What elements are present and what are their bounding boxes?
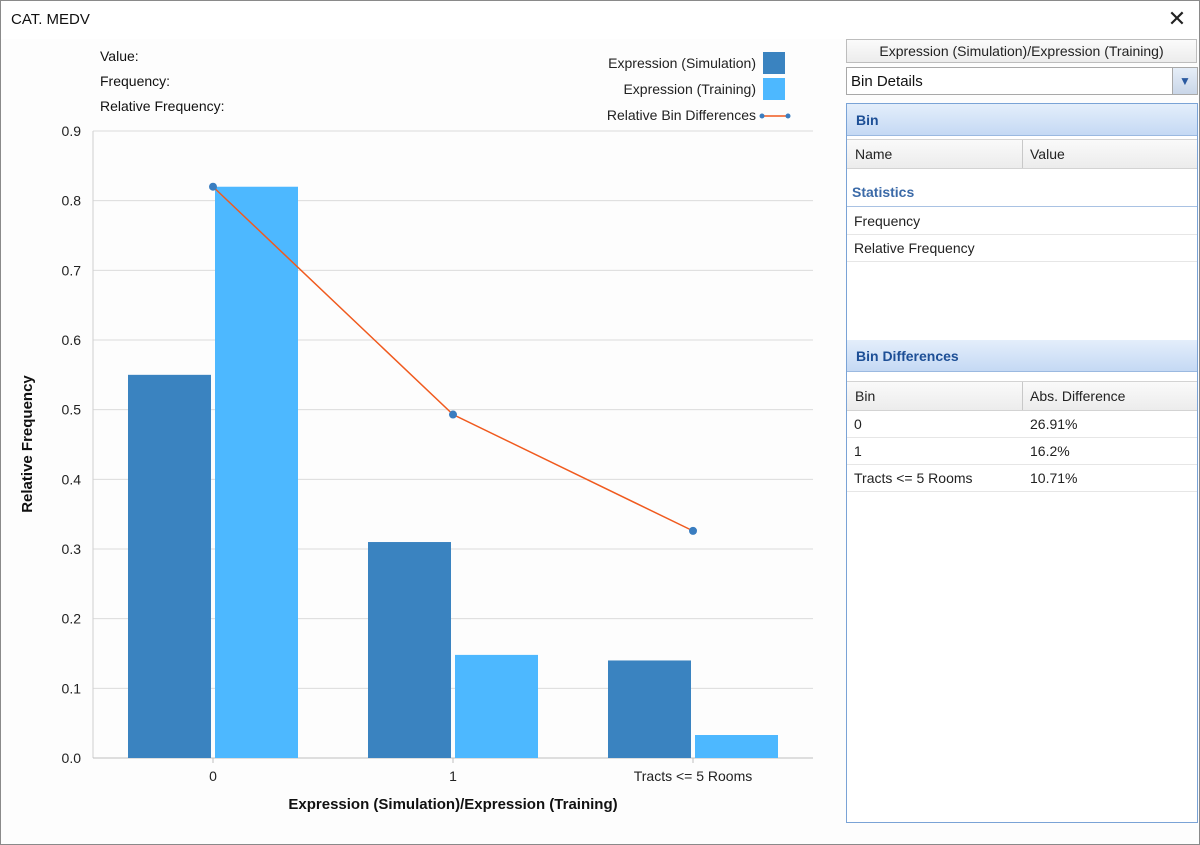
chart-area: Value: Frequency: Relative Frequency: Ex… — [1, 39, 831, 839]
bin-details-grid: Bin Name Value Statistics Frequency Rela… — [846, 103, 1198, 823]
statistics-row-label: Relative Frequency — [854, 240, 975, 256]
window-title: CAT. MEDV — [11, 11, 90, 28]
legend-differences-marker — [759, 113, 791, 119]
column-divider — [1022, 382, 1023, 410]
y-tick-label: 0.5 — [62, 402, 82, 418]
statistics-title: Statistics — [852, 184, 915, 200]
diff-bin-cell: Tracts <= 5 Rooms — [854, 470, 973, 486]
chevron-down-icon[interactable]: ▼ — [1172, 68, 1197, 94]
bar-simulation[interactable] — [368, 542, 451, 758]
bar-training[interactable] — [215, 186, 298, 758]
y-tick-label: 0.8 — [62, 193, 82, 209]
title-bar: CAT. MEDV ✕ — [1, 1, 1199, 39]
relative-difference-point[interactable] — [689, 526, 697, 535]
y-tick-label: 0.7 — [62, 262, 82, 278]
bar-training[interactable] — [695, 735, 778, 758]
relative-frequency-label: Relative Frequency: — [100, 98, 225, 114]
legend-differences-label: Relative Bin Differences — [606, 107, 756, 123]
diff-abs-cell: 26.91% — [1030, 416, 1078, 432]
view-dropdown[interactable]: Bin Details ▼ — [846, 67, 1198, 95]
x-tick-label: Tracts <= 5 Rooms — [634, 768, 753, 784]
name-column-header[interactable]: Name — [855, 146, 893, 162]
bar-simulation[interactable] — [608, 660, 691, 758]
statistics-row-label: Frequency — [854, 213, 921, 229]
diff-bin-cell: 1 — [854, 443, 862, 459]
bar-training[interactable] — [455, 654, 538, 758]
statistics-divider — [847, 206, 1197, 207]
value-label: Value: — [100, 48, 139, 64]
column-divider — [1022, 140, 1023, 168]
bin-section-header[interactable]: Bin — [847, 104, 1197, 136]
x-tick-label: 1 — [449, 768, 457, 784]
legend-simulation-label: Expression (Simulation) — [608, 55, 756, 71]
diff-bin-cell: 0 — [854, 416, 862, 432]
bin-column-header[interactable]: Bin — [855, 388, 876, 404]
diff-column-headers: Bin Abs. Difference — [847, 381, 1197, 411]
relative-difference-point[interactable] — [449, 410, 457, 419]
bin-column-headers: Name Value — [847, 139, 1197, 169]
x-axis-title: Expression (Simulation)/Expression (Trai… — [288, 796, 617, 813]
diff-abs-cell: 16.2% — [1030, 443, 1070, 459]
close-icon[interactable]: ✕ — [1167, 6, 1187, 31]
y-tick-label: 0.0 — [62, 750, 82, 766]
y-tick-label: 0.9 — [62, 123, 82, 139]
legend-training-swatch — [763, 78, 785, 100]
relative-frequency-chart: 0.0 0.1 0.2 0.3 0.4 0.5 0.6 0.7 0.8 0.9 0 1 Tracts <… — [19, 123, 813, 813]
statistics-row[interactable]: Frequency — [847, 208, 1197, 235]
statistics-row[interactable]: Relative Frequency — [847, 235, 1197, 262]
y-tick-label: 0.1 — [62, 680, 82, 696]
legend-simulation-swatch — [763, 52, 785, 74]
relative-difference-point[interactable] — [209, 182, 217, 191]
comparison-button[interactable]: Expression (Simulation)/Expression (Trai… — [846, 39, 1197, 63]
table-row[interactable]: 0 26.91% — [847, 411, 1197, 438]
dropdown-value: Bin Details — [851, 73, 923, 90]
x-tick-label: 0 — [209, 768, 217, 784]
y-tick-label: 0.6 — [62, 332, 82, 348]
y-axis-title: Relative Frequency — [19, 375, 36, 513]
bar-simulation[interactable] — [128, 374, 211, 758]
y-tick-label: 0.2 — [62, 611, 82, 627]
bin-differences-header[interactable]: Bin Differences — [847, 340, 1197, 372]
table-row[interactable]: 1 16.2% — [847, 438, 1197, 465]
abs-difference-column-header[interactable]: Abs. Difference — [1030, 388, 1126, 404]
frequency-label: Frequency: — [100, 73, 171, 89]
y-tick-label: 0.3 — [62, 541, 82, 557]
table-row[interactable]: Tracts <= 5 Rooms 10.71% — [847, 465, 1197, 492]
legend-training-label: Expression (Training) — [623, 81, 756, 97]
y-tick-label: 0.4 — [62, 471, 82, 487]
details-panel: Expression (Simulation)/Expression (Trai… — [846, 39, 1198, 823]
diff-abs-cell: 10.71% — [1030, 470, 1078, 486]
value-column-header[interactable]: Value — [1030, 146, 1065, 162]
